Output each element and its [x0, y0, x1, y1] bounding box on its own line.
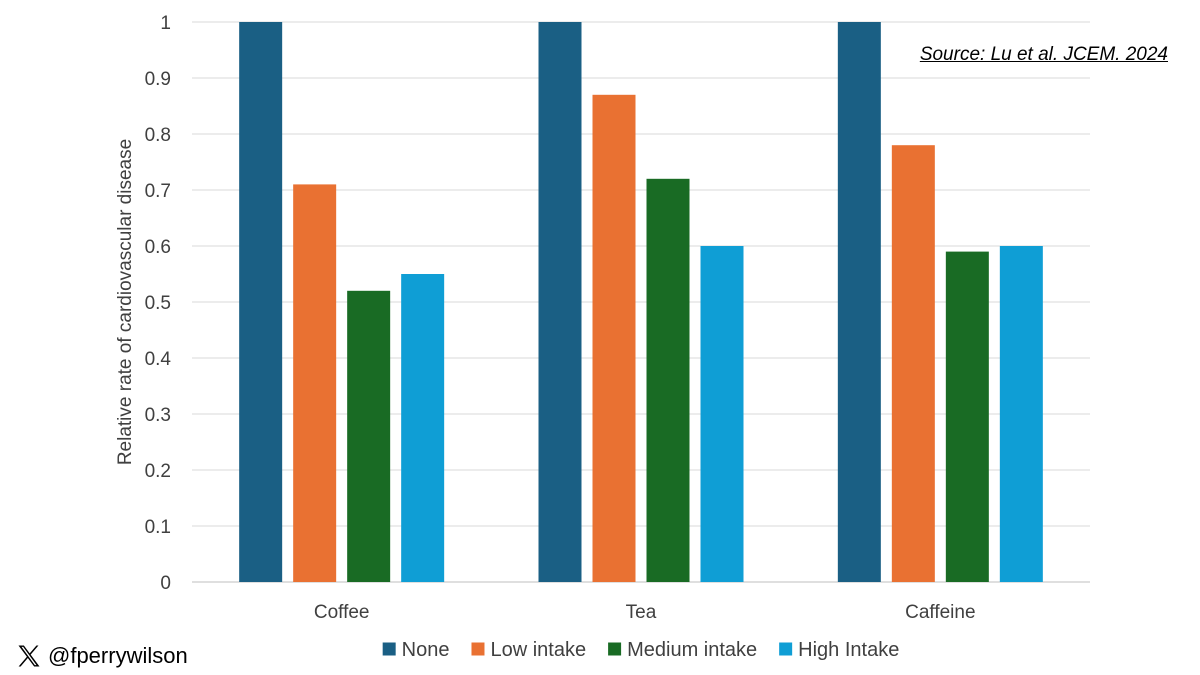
y-tick-label: 0.1 — [145, 517, 171, 538]
y-tick-label: 0.2 — [145, 461, 171, 482]
legend-item: Low intake — [471, 639, 586, 661]
legend-swatch — [779, 642, 793, 656]
bar-tea-none — [538, 22, 582, 582]
y-tick-label: 0.5 — [145, 293, 171, 314]
legend-label: Medium intake — [627, 639, 757, 661]
x-axis-categories: Coffee Tea Caffeine — [314, 602, 976, 623]
y-tick-label: 0.8 — [145, 125, 171, 146]
x-category-label: Coffee — [314, 602, 370, 623]
bar-coffee-medium-intake — [347, 290, 391, 582]
legend-label: High Intake — [798, 639, 899, 661]
y-tick-label: 1 — [160, 13, 171, 34]
bar-tea-low-intake — [592, 94, 636, 583]
y-tick-label: 0.9 — [145, 69, 171, 90]
y-tick-label: 0.6 — [145, 237, 171, 258]
legend-swatch — [608, 642, 622, 656]
y-tick-label: 0.4 — [145, 349, 172, 370]
bar-caffeine-low-intake — [891, 145, 935, 582]
bar-coffee-low-intake — [293, 184, 337, 582]
source-annotation[interactable]: Source: Lu et al. JCEM. 2024 — [919, 44, 1168, 65]
legend-item: None — [382, 639, 450, 661]
y-axis-label: Relative rate of cardiovascular disease — [115, 139, 136, 465]
bar-caffeine-none — [837, 22, 881, 582]
bar-tea-high-intake — [700, 246, 744, 582]
x-category-label: Caffeine — [905, 602, 975, 623]
bar-tea-medium-intake — [646, 178, 690, 583]
legend-swatch — [382, 642, 396, 656]
bar-coffee-none — [239, 22, 283, 582]
bar-caffeine-high-intake — [999, 246, 1043, 582]
handle-text: @fperrywilson — [48, 643, 188, 668]
legend-item: Medium intake — [608, 639, 757, 661]
legend-item: High Intake — [779, 639, 899, 661]
y-axis-ticks: 0 0.1 0.2 0.3 0.4 0.5 0.6 0.7 0.8 0.9 1 — [145, 13, 172, 594]
legend: None Low intake Medium intake High Intake — [382, 639, 899, 661]
bars — [239, 22, 1043, 583]
gridlines — [192, 21, 1090, 583]
legend-label: Low intake — [490, 639, 586, 661]
y-tick-label: 0.7 — [145, 181, 171, 202]
x-category-label: Tea — [626, 602, 657, 623]
bar-coffee-high-intake — [401, 274, 445, 582]
x-logo-icon — [18, 645, 40, 667]
social-handle: @fperrywilson — [14, 641, 188, 671]
legend-swatch — [471, 642, 485, 656]
y-tick-label: 0.3 — [145, 405, 171, 426]
y-tick-label: 0 — [160, 573, 171, 594]
legend-label: None — [402, 639, 450, 661]
bar-caffeine-medium-intake — [945, 251, 989, 582]
